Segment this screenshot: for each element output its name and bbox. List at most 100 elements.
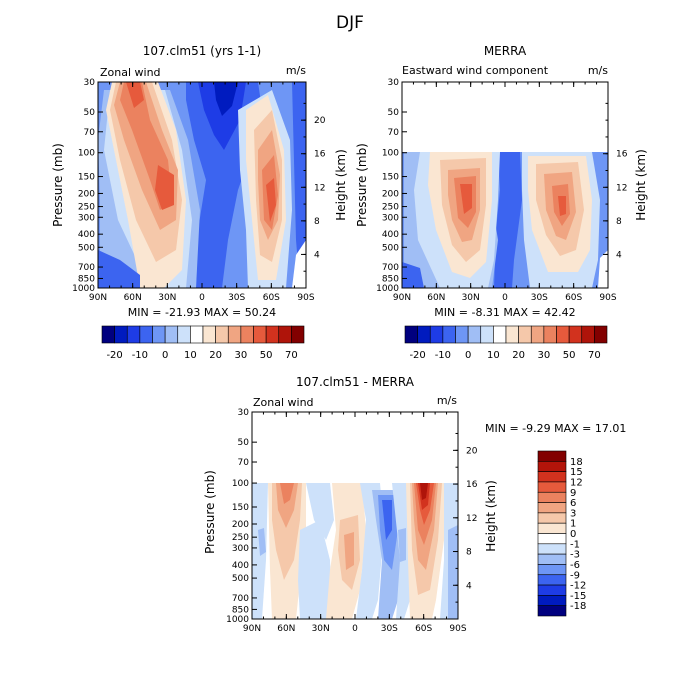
y-axis-label: Pressure (mb) [51, 143, 65, 227]
colorbar-swatch [417, 325, 431, 344]
colorbar-label: 0 [465, 350, 471, 361]
colorbar-swatch [518, 325, 532, 344]
x-tick-label: 0 [199, 293, 205, 303]
y-tick-label: 30 [84, 78, 96, 88]
colorbar-label: -20 [409, 350, 425, 361]
colorbar-swatch [114, 325, 128, 344]
y2-tick-label: 8 [616, 217, 622, 227]
colorbar-swatch [537, 461, 567, 472]
panel-model: 107.clm51 (yrs 1-1) Zonal wind m/s [51, 44, 348, 319]
contour-band [266, 178, 276, 222]
y-tick-label: 300 [382, 213, 399, 223]
y-tick-label: 400 [382, 230, 399, 240]
y-tick-label: 250 [232, 533, 249, 543]
contour-band [382, 500, 392, 540]
y-tick-label: 70 [238, 458, 250, 468]
colorbar-label: -9 [570, 570, 580, 581]
colorbar-swatch [537, 502, 567, 514]
panel-units: m/s [588, 64, 608, 77]
colorbar-label: 20 [209, 350, 222, 361]
y2-tick-label: 12 [616, 183, 627, 193]
contour-band [214, 82, 238, 116]
contour-field [252, 483, 458, 619]
colorbar-label: -10 [132, 350, 148, 361]
contour-band [98, 250, 140, 288]
colorbar-swatch [537, 605, 567, 617]
contour-band [292, 82, 306, 288]
y2-axis-label: Height (km) [484, 480, 498, 551]
min-max-text: MIN = -9.29 MAX = 17.01 [485, 422, 626, 435]
colorbar-swatch [227, 325, 242, 344]
colorbar-swatch [404, 325, 418, 344]
y2-tick-label: 16 [314, 150, 326, 160]
contour-band [155, 165, 174, 210]
colorbar-swatch [177, 325, 191, 344]
colorbar-swatch [568, 325, 583, 344]
y-tick-label: 150 [78, 173, 95, 183]
colorbar-label: 30 [235, 350, 248, 361]
x-tick-label: 0 [502, 293, 508, 303]
y-tick-label: 30 [238, 408, 250, 418]
y-tick-label: 850 [382, 274, 399, 284]
colorbar-label: 18 [570, 457, 583, 468]
contour-field [98, 82, 306, 288]
colorbar-label: -18 [570, 601, 586, 612]
colorbar-swatch [202, 325, 216, 344]
colorbar-swatch [240, 325, 254, 344]
colorbar-label: -3 [570, 550, 580, 561]
panel-merra: MERRA Eastward wind component m/s 90N 60N… [355, 44, 648, 319]
y-tick-label: 70 [84, 128, 96, 138]
colorbar-swatch [581, 325, 595, 344]
x-tick-label: 60S [415, 624, 432, 634]
y2-tick-label: 8 [466, 548, 472, 558]
y-tick-label: 250 [382, 203, 399, 213]
colorbar-swatch [537, 595, 567, 606]
colorbar-label: 15 [570, 467, 583, 478]
colorbar-swatch [537, 481, 567, 493]
colorbar-swatch [278, 325, 292, 344]
y-tick-label: 1000 [72, 284, 95, 294]
contour-band [420, 483, 428, 500]
y-tick-label: 100 [78, 149, 95, 159]
x-tick-label: 60S [263, 293, 280, 303]
colorbar-right: -20 -10 0 10 20 30 50 70 [404, 325, 608, 361]
colorbar-swatch [537, 533, 567, 545]
contour-band [126, 82, 144, 108]
colorbar-swatch [537, 584, 567, 596]
colorbar-swatch [537, 543, 567, 555]
colorbar-label: 50 [563, 350, 576, 361]
x-tick-label: 60N [124, 293, 142, 303]
colorbar-swatch [493, 325, 507, 344]
colorbar-swatch [291, 325, 305, 344]
x-tick-label: 60S [565, 293, 582, 303]
colorbar-label: 1 [570, 519, 576, 530]
x-tick-label: 30N [312, 624, 330, 634]
panel-left-label: Eastward wind component [402, 64, 549, 77]
y-tick-label: 200 [382, 189, 399, 199]
colorbar-label: -1 [570, 539, 580, 550]
colorbar-label: -15 [570, 591, 586, 602]
colorbar-swatch [253, 325, 267, 344]
y2-tick-label: 20 [466, 446, 478, 456]
y-tick-label: 300 [232, 544, 249, 554]
y-axis-label: Pressure (mb) [203, 470, 217, 554]
colorbar-label: 20 [512, 350, 525, 361]
y2-tick-label: 12 [466, 514, 477, 524]
panel-units: m/s [286, 64, 306, 77]
y-tick-label: 100 [382, 149, 399, 159]
y-tick-label: 700 [232, 594, 249, 604]
colorbar-swatch [190, 325, 204, 344]
contour-band [298, 520, 332, 619]
y-tick-label: 100 [232, 479, 249, 489]
colorbar-swatch [537, 450, 567, 462]
axes-panel-3: 90N 60N 30N 0 30S 60S 90S 30 50 70 100 150 200 250300… [226, 408, 478, 634]
colorbar-label: 30 [538, 350, 551, 361]
colorbar-swatch [537, 471, 567, 483]
y-tick-label: 1000 [376, 284, 399, 294]
colorbar-label: -10 [435, 350, 451, 361]
panel-units: m/s [437, 394, 457, 407]
panel-left-label: Zonal wind [253, 396, 314, 409]
colorbar-swatch [164, 325, 179, 344]
colorbar-left: -20 -10 0 10 20 30 50 70 [101, 325, 305, 361]
